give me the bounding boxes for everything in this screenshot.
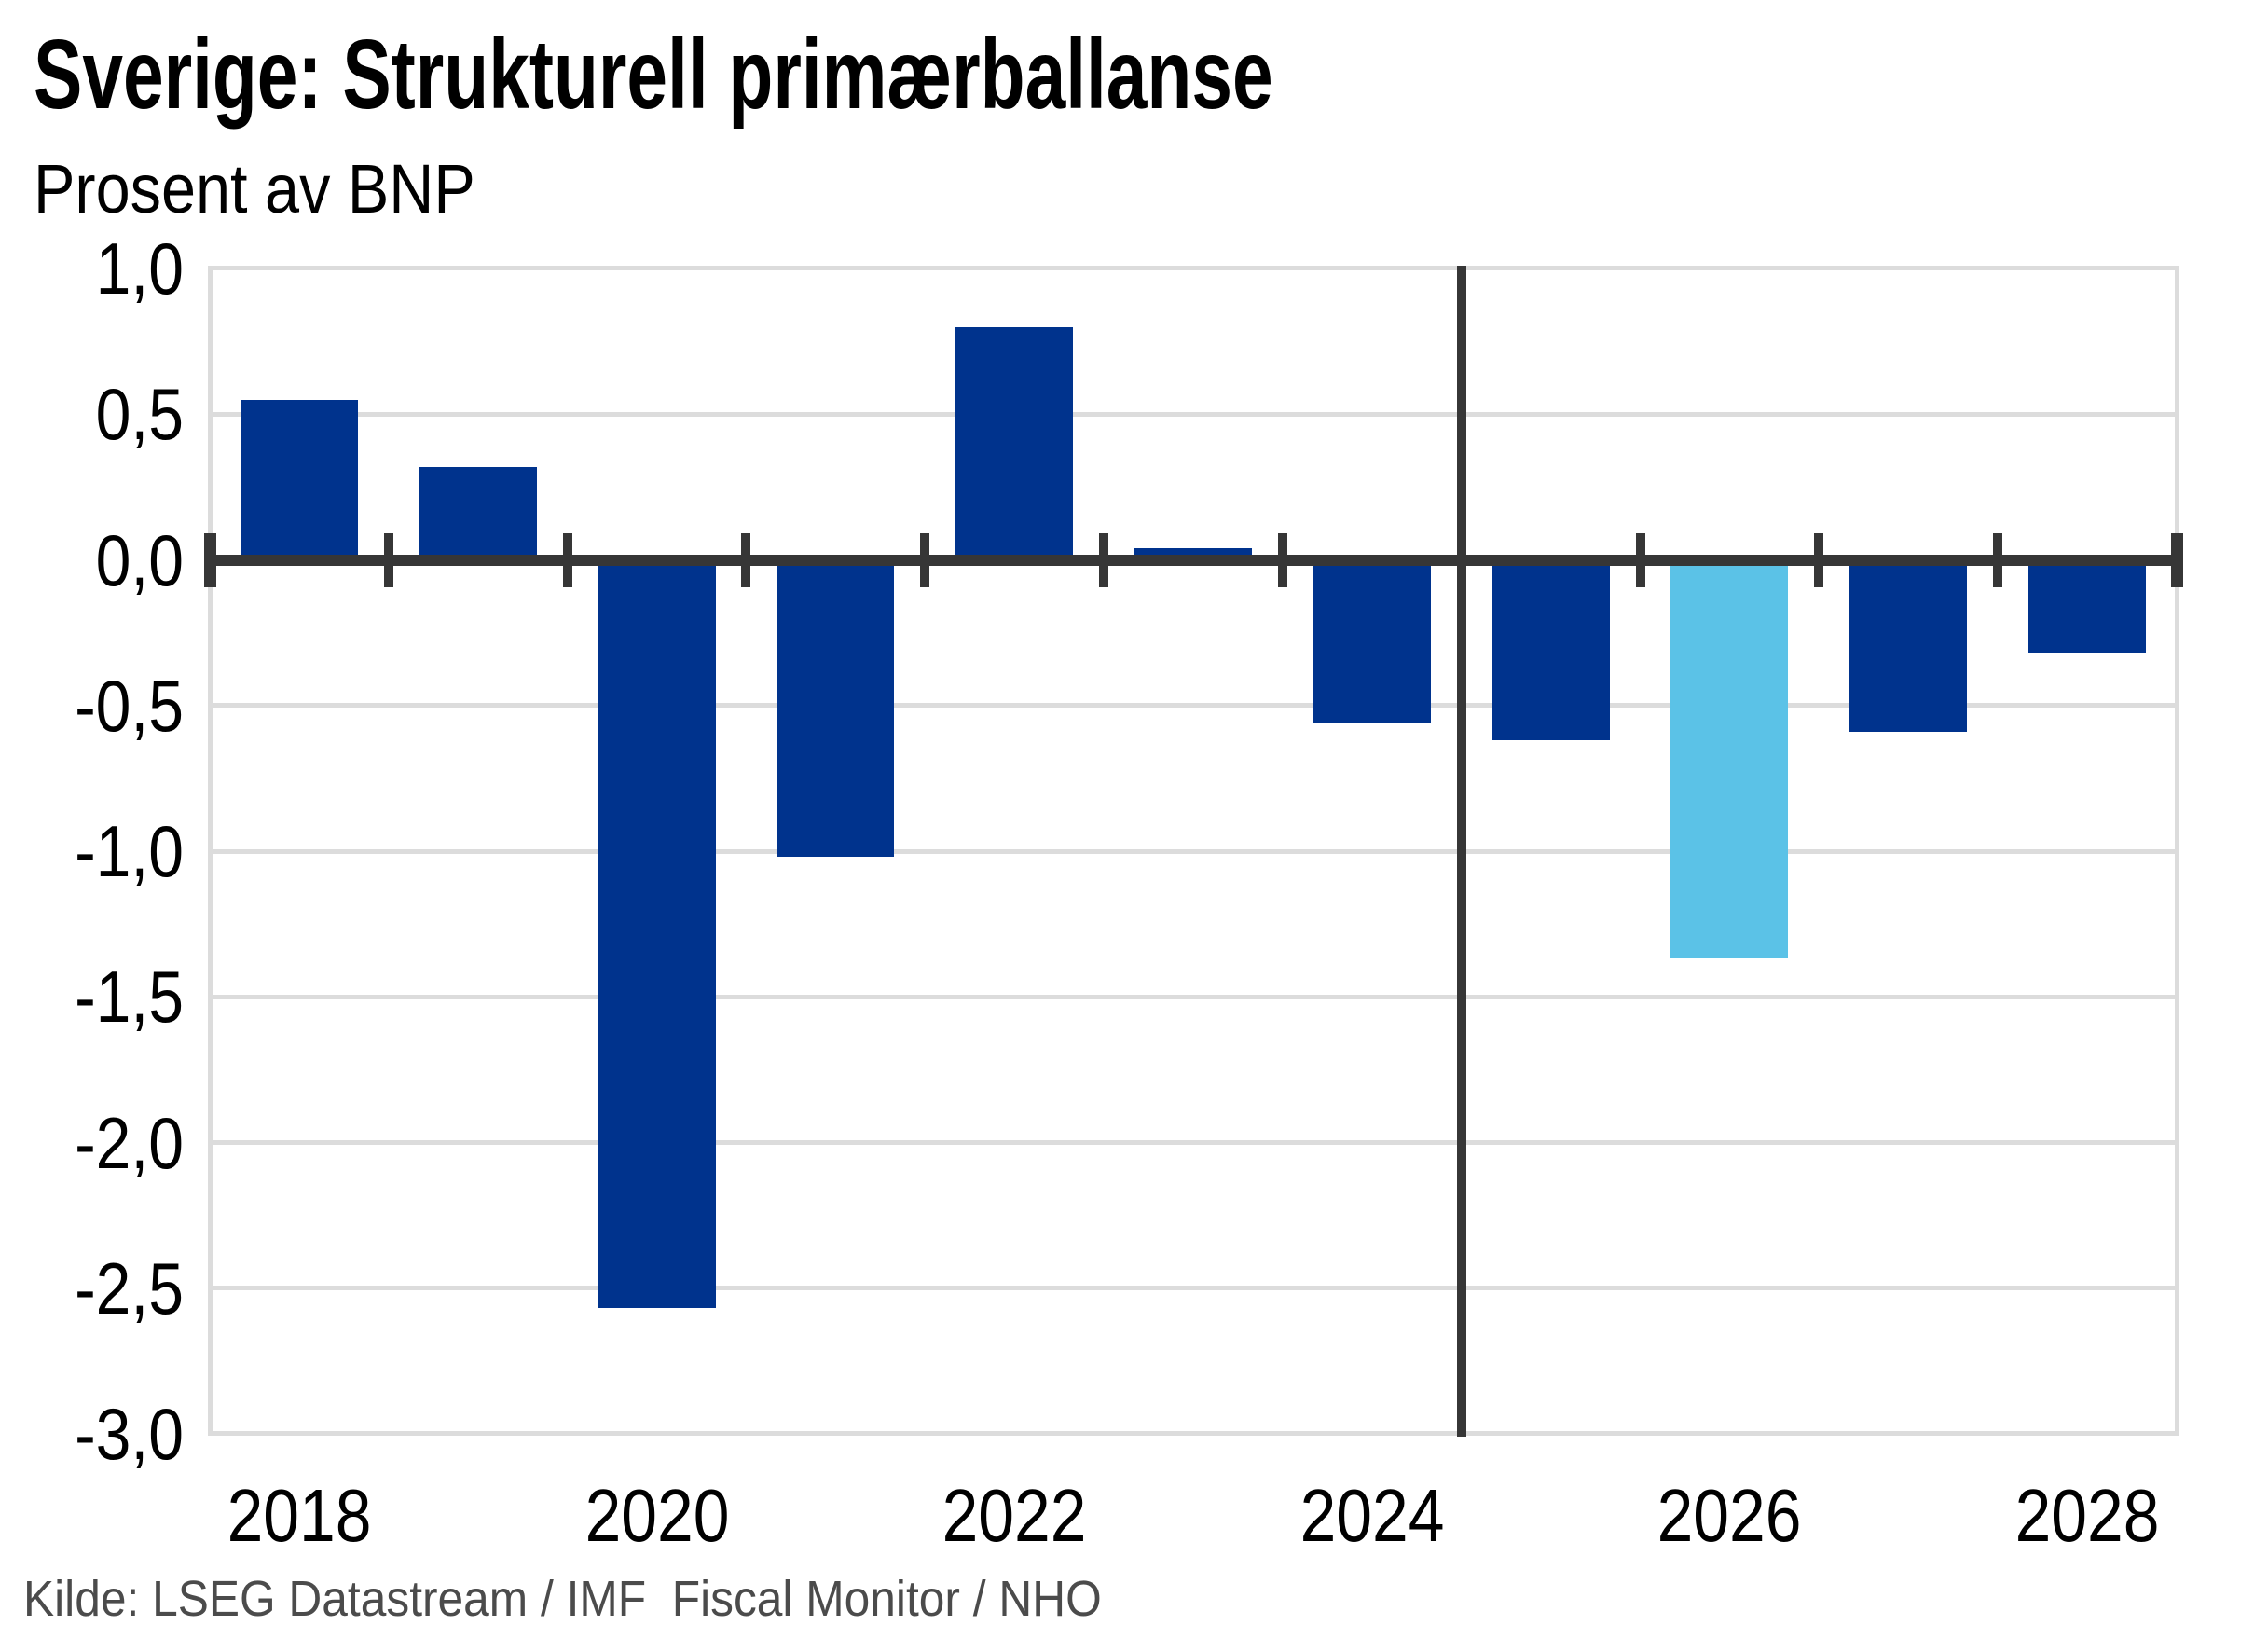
x-axis-label: 2024: [1299, 1474, 1445, 1557]
gridline: [210, 411, 2177, 417]
y-axis-label: -3,0: [75, 1393, 184, 1475]
axis-tick: [203, 532, 216, 587]
axis-tick: [1099, 532, 1109, 587]
bar: [777, 559, 895, 857]
bar: [419, 466, 537, 566]
x-axis-label: 2020: [584, 1474, 729, 1557]
y-axis-label: -2,0: [75, 1101, 184, 1184]
bar: [1491, 559, 1610, 740]
bar: [1670, 559, 1789, 959]
bar: [598, 559, 716, 1309]
plot-border-right: [2175, 266, 2179, 1436]
axis-tick: [920, 532, 930, 587]
forecast-divider-line: [1456, 266, 1466, 1437]
axis-tick: [741, 532, 751, 587]
bar: [1849, 559, 1968, 732]
y-axis-label: -1,0: [75, 810, 184, 892]
y-axis-label: -2,5: [75, 1246, 184, 1329]
axis-tick: [2170, 532, 2183, 587]
chart-subtitle: Prosent av BNP: [34, 150, 475, 227]
bar: [955, 326, 1074, 566]
axis-tick: [562, 532, 572, 587]
zero-axis-line: [210, 554, 2177, 566]
x-axis-label: 2026: [1657, 1474, 1802, 1557]
x-axis-label: 2022: [942, 1474, 1087, 1557]
x-axis-label: 2028: [2014, 1474, 2160, 1557]
axis-tick: [1814, 532, 1824, 587]
chart-title: Sverige: Strukturell primærballanse: [34, 20, 1273, 130]
source-credit: Kilde: LSEG Datastream / IMF Fiscal Moni…: [23, 1571, 1102, 1627]
x-axis-label: 2018: [227, 1474, 372, 1557]
bar: [2028, 559, 2147, 654]
gridline: [210, 1286, 2177, 1291]
bar: [1313, 559, 1431, 723]
bar: [240, 399, 358, 566]
y-axis-label: -1,5: [75, 956, 184, 1039]
y-axis-label: 1,0: [95, 227, 184, 310]
y-axis-label: -0,5: [75, 664, 184, 747]
axis-tick: [1635, 532, 1645, 587]
gridline: [210, 848, 2177, 854]
y-axis-label: 0,5: [95, 373, 184, 456]
y-axis-label: 0,0: [95, 518, 184, 601]
gridline: [210, 703, 2177, 709]
axis-tick: [1993, 532, 2003, 587]
axis-tick: [1277, 532, 1287, 587]
gridline: [210, 1140, 2177, 1145]
plot-border-top: [208, 266, 2179, 270]
axis-tick: [383, 532, 393, 587]
plot-border-bottom: [208, 1431, 2179, 1436]
gridline: [210, 994, 2177, 999]
